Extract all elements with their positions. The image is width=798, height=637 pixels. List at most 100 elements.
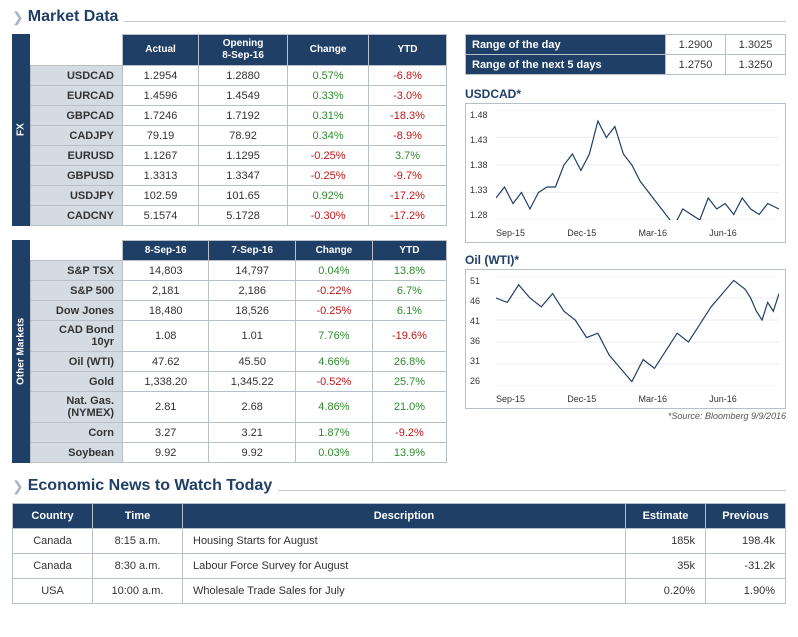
cell-time: 10:00 a.m.: [93, 579, 183, 604]
other-markets-block: Other Markets 8-Sep-167-Sep-16ChangeYTD …: [12, 240, 447, 463]
row-label: S&P TSX: [31, 261, 123, 281]
cell-change: -0.52%: [295, 372, 372, 392]
xtick: Jun-16: [709, 228, 737, 238]
xtick: Sep-15: [496, 394, 525, 404]
row-label: CAD Bond 10yr: [31, 321, 123, 352]
cell-country: Canada: [13, 529, 93, 554]
right-column: Range of the day1.29001.3025Range of the…: [465, 34, 786, 421]
cell-v2: 9.92: [209, 443, 295, 463]
col-header: 7-Sep-16: [209, 241, 295, 261]
cell-ytd: 6.1%: [372, 301, 446, 321]
cell-time: 8:30 a.m.: [93, 554, 183, 579]
table-row: USDJPY102.59101.650.92%-17.2%: [31, 186, 447, 206]
cell-ytd: 3.7%: [369, 146, 447, 166]
xtick: Mar-16: [638, 228, 667, 238]
cell-actual: 1.7246: [123, 106, 199, 126]
cell-open: 1.7192: [199, 106, 288, 126]
cell-open: 5.1728: [199, 206, 288, 226]
cell-actual: 1.4596: [123, 86, 199, 106]
table-row: CADJPY79.1978.920.34%-8.9%: [31, 126, 447, 146]
range-val: 1.2750: [666, 55, 726, 75]
cell-change: 0.34%: [288, 126, 369, 146]
cell-change: 0.04%: [295, 261, 372, 281]
top-row: FX ActualOpening8-Sep-16ChangeYTD USDCAD…: [12, 34, 786, 477]
cell-v1: 1,338.20: [123, 372, 209, 392]
row-label: S&P 500: [31, 281, 123, 301]
econ-table: CountryTimeDescriptionEstimatePrevious C…: [12, 503, 786, 604]
table-row: USDCAD1.29541.28800.57%-6.8%: [31, 66, 447, 86]
chevron-right-icon: ❯: [12, 9, 24, 26]
cell-ytd: 26.8%: [372, 352, 446, 372]
cell-open: 78.92: [199, 126, 288, 146]
om-table: 8-Sep-167-Sep-16ChangeYTD S&P TSX14,8031…: [30, 240, 447, 463]
ytick: 1.43: [470, 135, 488, 145]
cell-change: 1.87%: [295, 423, 372, 443]
cell-country: Canada: [13, 554, 93, 579]
row-label: Oil (WTI): [31, 352, 123, 372]
xtick: Dec-15: [567, 394, 596, 404]
chart2-title: Oil (WTI)*: [465, 253, 786, 267]
cell-v2: 3.21: [209, 423, 295, 443]
om-vlabel: Other Markets: [12, 240, 30, 463]
row-label: GBPUSD: [31, 166, 123, 186]
chart2-box: 514641363126 Sep-15Dec-15Mar-16Jun-16: [465, 269, 786, 409]
row-label: GBPCAD: [31, 106, 123, 126]
cell-change: 4.66%: [295, 352, 372, 372]
cell-ytd: -9.7%: [369, 166, 447, 186]
cell-v1: 47.62: [123, 352, 209, 372]
cell-change: 4.86%: [295, 392, 372, 423]
cell-change: -0.25%: [288, 166, 369, 186]
cell-open: 1.4549: [199, 86, 288, 106]
cell-est: 185k: [626, 529, 706, 554]
table-row: Canada8:30 a.m.Labour Force Survey for A…: [13, 554, 786, 579]
cell-desc: Labour Force Survey for August: [183, 554, 626, 579]
table-row: S&P 5002,1812,186-0.22%6.7%: [31, 281, 447, 301]
range-label: Range of the day: [466, 35, 666, 55]
table-row: CADCNY5.15745.1728-0.30%-17.2%: [31, 206, 447, 226]
cell-v2: 14,797: [209, 261, 295, 281]
section-title: Market Data: [28, 8, 119, 26]
section-title: Economic News to Watch Today: [28, 477, 272, 495]
cell-est: 35k: [626, 554, 706, 579]
table-row: Corn3.273.211.87%-9.2%: [31, 423, 447, 443]
cell-v2: 18,526: [209, 301, 295, 321]
cell-ytd: -6.8%: [369, 66, 447, 86]
cell-change: 0.33%: [288, 86, 369, 106]
table-row: EURCAD1.45961.45490.33%-3.0%: [31, 86, 447, 106]
cell-desc: Housing Starts for August: [183, 529, 626, 554]
table-row: USA10:00 a.m.Wholesale Trade Sales for J…: [13, 579, 786, 604]
cell-v2: 45.50: [209, 352, 295, 372]
cell-ytd: -19.6%: [372, 321, 446, 352]
ytick: 41: [470, 316, 480, 326]
cell-open: 1.3347: [199, 166, 288, 186]
table-row: GBPCAD1.72461.71920.31%-18.3%: [31, 106, 447, 126]
cell-actual: 102.59: [123, 186, 199, 206]
cell-actual: 1.2954: [123, 66, 199, 86]
range-table: Range of the day1.29001.3025Range of the…: [465, 34, 786, 75]
cell-prev: 198.4k: [706, 529, 786, 554]
range-row: Range of the day1.29001.3025: [466, 35, 786, 55]
xtick: Jun-16: [709, 394, 737, 404]
cell-change: 7.76%: [295, 321, 372, 352]
cell-ytd: -18.3%: [369, 106, 447, 126]
chart1-title: USDCAD*: [465, 87, 786, 101]
row-label: EURCAD: [31, 86, 123, 106]
section-header-market-data: ❯ Market Data: [12, 8, 786, 26]
cell-actual: 79.19: [123, 126, 199, 146]
cell-prev: 1.90%: [706, 579, 786, 604]
col-header: Change: [288, 35, 369, 66]
cell-change: -0.22%: [295, 281, 372, 301]
table-row: Soybean9.929.920.03%13.9%: [31, 443, 447, 463]
cell-ytd: -3.0%: [369, 86, 447, 106]
table-row: Nat. Gas. (NYMEX)2.812.684.86%21.0%: [31, 392, 447, 423]
rule: [124, 21, 786, 22]
cell-v2: 1.01: [209, 321, 295, 352]
col-header: Time: [93, 504, 183, 529]
row-label: Soybean: [31, 443, 123, 463]
table-row: GBPUSD1.33131.3347-0.25%-9.7%: [31, 166, 447, 186]
row-label: EURUSD: [31, 146, 123, 166]
xtick: Dec-15: [567, 228, 596, 238]
cell-v1: 9.92: [123, 443, 209, 463]
cell-ytd: 6.7%: [372, 281, 446, 301]
cell-change: 0.57%: [288, 66, 369, 86]
